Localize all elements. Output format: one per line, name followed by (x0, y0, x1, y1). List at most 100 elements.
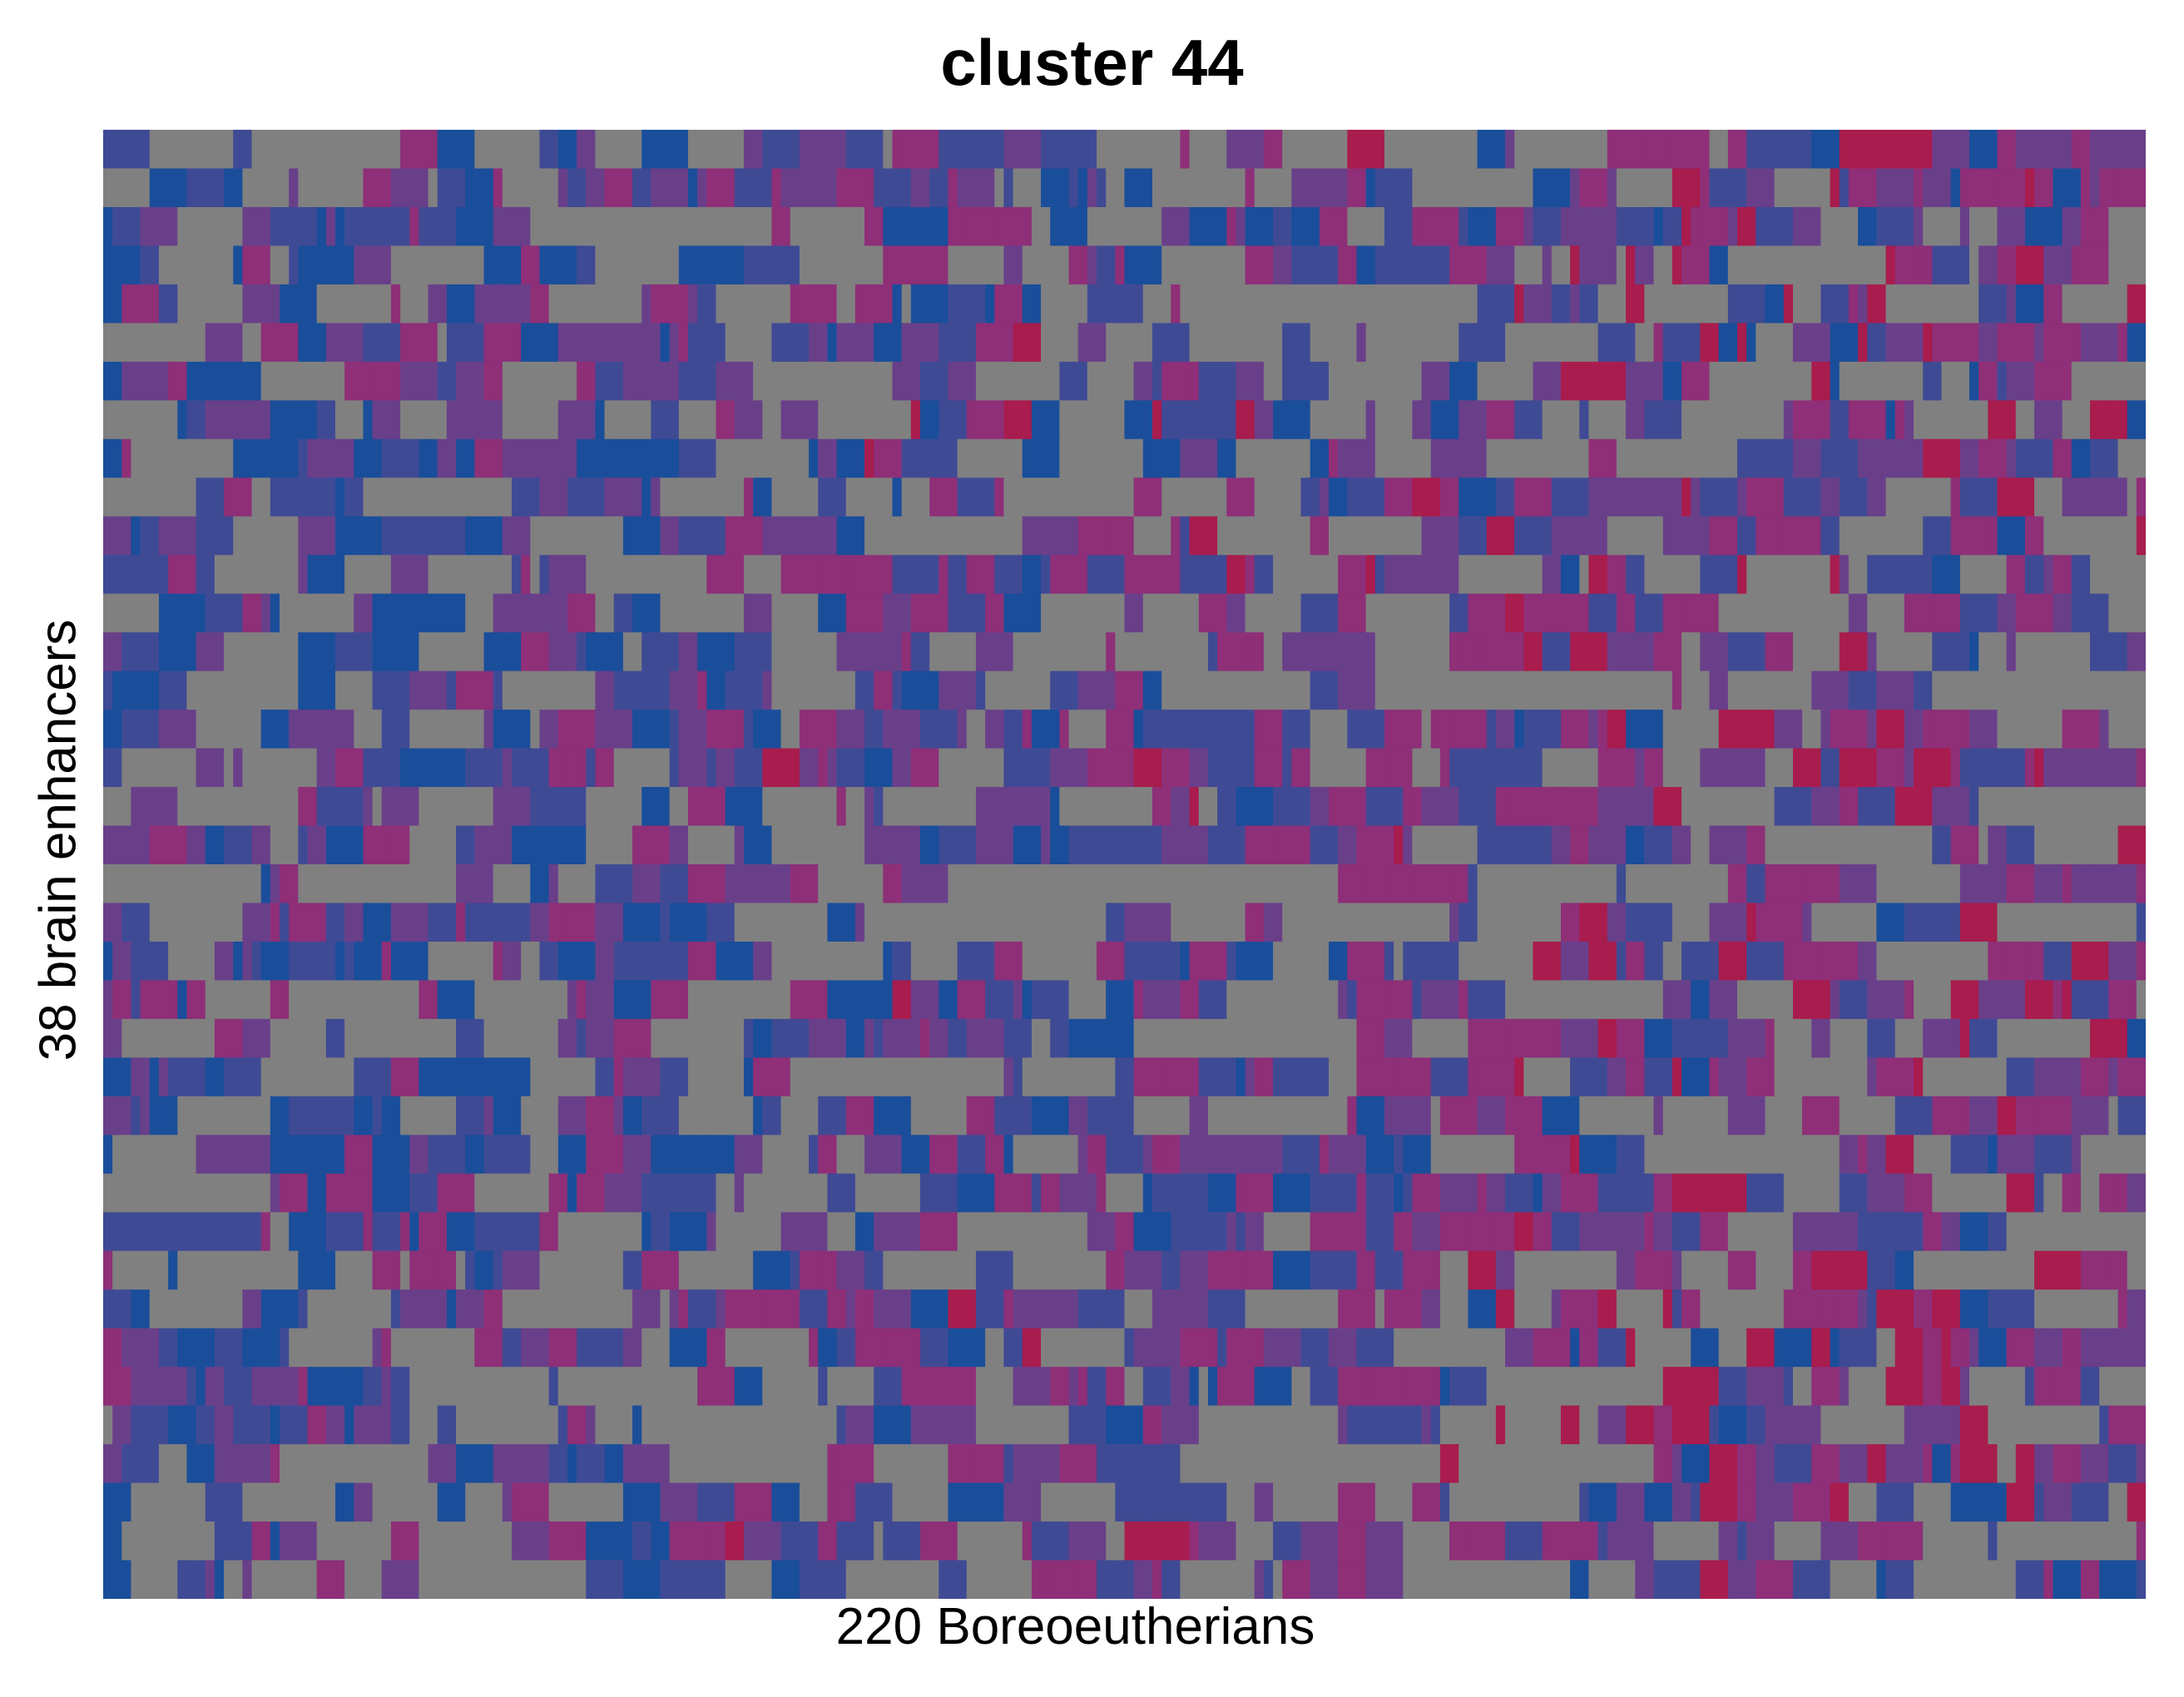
heatmap-cell (883, 941, 894, 982)
heatmap-cell (1802, 903, 1812, 943)
heatmap-cell (836, 323, 874, 363)
heatmap-cell (586, 1521, 597, 1561)
heatmap-cell (1282, 903, 1376, 943)
heatmap-cell (2015, 593, 2054, 633)
heatmap-cell (1756, 1444, 1775, 1484)
heatmap-cell (1273, 1444, 1358, 1484)
heatmap-cell (938, 748, 1005, 788)
heatmap-cell (1226, 593, 1246, 633)
heatmap-cell (938, 670, 977, 710)
heatmap-cell (1727, 670, 1812, 710)
heatmap-cell (493, 1096, 522, 1135)
heatmap-cell (1820, 748, 1840, 788)
heatmap-cell (1439, 1096, 1478, 1135)
heatmap-cell (456, 825, 475, 865)
heatmap-cell (1477, 284, 1515, 324)
heatmap-cell (1142, 1367, 1171, 1407)
heatmap-cell (1338, 1482, 1376, 1522)
heatmap-cell (465, 593, 494, 633)
heatmap-cell (901, 284, 912, 324)
heatmap-cell (809, 1328, 819, 1368)
heatmap-cell (1671, 130, 1711, 170)
heatmap-cell (613, 980, 624, 1020)
heatmap-cell (409, 1212, 420, 1252)
heatmap-cell (1356, 1018, 1385, 1058)
heatmap-cell (753, 1096, 763, 1135)
heatmap-cell (539, 245, 577, 285)
heatmap-cell (1226, 1521, 1237, 1561)
heatmap-cell (1616, 1482, 1627, 1522)
heatmap-cell (1820, 206, 1859, 247)
heatmap-cell (1811, 130, 1840, 170)
heatmap-cell (966, 206, 995, 247)
heatmap-cell (948, 593, 986, 633)
heatmap-cell (1151, 787, 1171, 827)
heatmap-cell (1198, 1057, 1218, 1097)
heatmap-cell (1894, 1250, 1914, 1290)
heatmap-cell (1439, 1405, 1497, 1445)
heatmap-cell (1932, 245, 1970, 285)
heatmap-cell (131, 1560, 178, 1599)
heatmap-cell (1189, 1521, 1200, 1561)
heatmap-cell (242, 1482, 336, 1522)
heatmap-cell (1597, 1521, 1608, 1561)
heatmap-cell (1867, 477, 1887, 517)
heatmap-cell (1356, 1250, 1376, 1290)
heatmap-cell (530, 516, 624, 556)
heatmap-cell (224, 1560, 243, 1599)
heatmap-cell (1468, 1018, 1506, 1058)
heatmap-cell (1124, 941, 1144, 982)
heatmap-cell (1226, 787, 1237, 827)
heatmap-cell (1421, 980, 1459, 1020)
heatmap-cell (1374, 168, 1414, 208)
heatmap-cell (1171, 787, 1191, 827)
heatmap-cell (1338, 438, 1376, 478)
heatmap-cell (1885, 130, 1896, 170)
heatmap-cell (883, 787, 949, 827)
heatmap-cell (390, 555, 429, 595)
heatmap-cell (1142, 1328, 1181, 1368)
heatmap-cell (1013, 825, 1042, 865)
heatmap-cell (845, 787, 865, 827)
heatmap-cell (725, 1482, 735, 1522)
heatmap-cell (418, 1521, 513, 1561)
heatmap-cell (428, 1173, 438, 1213)
heatmap-cell (1727, 245, 1794, 285)
heatmap-cell (483, 632, 522, 672)
heatmap-cell (1885, 400, 1896, 440)
heatmap-cell (1106, 980, 1126, 1020)
heatmap-cell (1932, 555, 1961, 595)
heatmap-cell (762, 1096, 782, 1135)
heatmap-cell (1579, 903, 1608, 943)
heatmap-cell (1839, 1367, 1850, 1407)
heatmap-cell (1579, 1328, 1599, 1368)
heatmap-cell (910, 400, 921, 440)
heatmap-cell (1356, 245, 1376, 285)
heatmap-cell (1133, 1212, 1171, 1252)
heatmap-cell (1505, 1328, 1534, 1368)
heatmap-cell (474, 130, 541, 170)
heatmap-cell (818, 438, 838, 478)
heatmap-cell (1959, 1212, 1988, 1252)
heatmap-cell (418, 1560, 503, 1599)
heatmap-cell (1356, 1057, 1394, 1097)
heatmap-cell (1588, 361, 1627, 401)
heatmap-cell (854, 1173, 921, 1213)
heatmap-cell (1013, 1289, 1051, 1329)
heatmap-cell (196, 438, 234, 478)
heatmap-cell (1560, 1289, 1599, 1329)
heatmap-cell (1579, 400, 1590, 440)
heatmap-cell (177, 1173, 271, 1213)
heatmap-cell (280, 1367, 299, 1407)
heatmap-cell (2043, 516, 2137, 556)
heatmap-cell (595, 941, 615, 982)
heatmap-cell (1495, 477, 1515, 517)
heatmap-cell (1505, 1096, 1543, 1135)
heatmap-cell (521, 1328, 550, 1368)
heatmap-cell (1774, 787, 1803, 827)
heatmap-cell (1885, 1521, 1924, 1561)
heatmap-cell (168, 1405, 197, 1445)
heatmap-cell (1338, 1289, 1376, 1329)
heatmap-cell (233, 1135, 271, 1175)
heatmap-cell (1644, 400, 1682, 440)
